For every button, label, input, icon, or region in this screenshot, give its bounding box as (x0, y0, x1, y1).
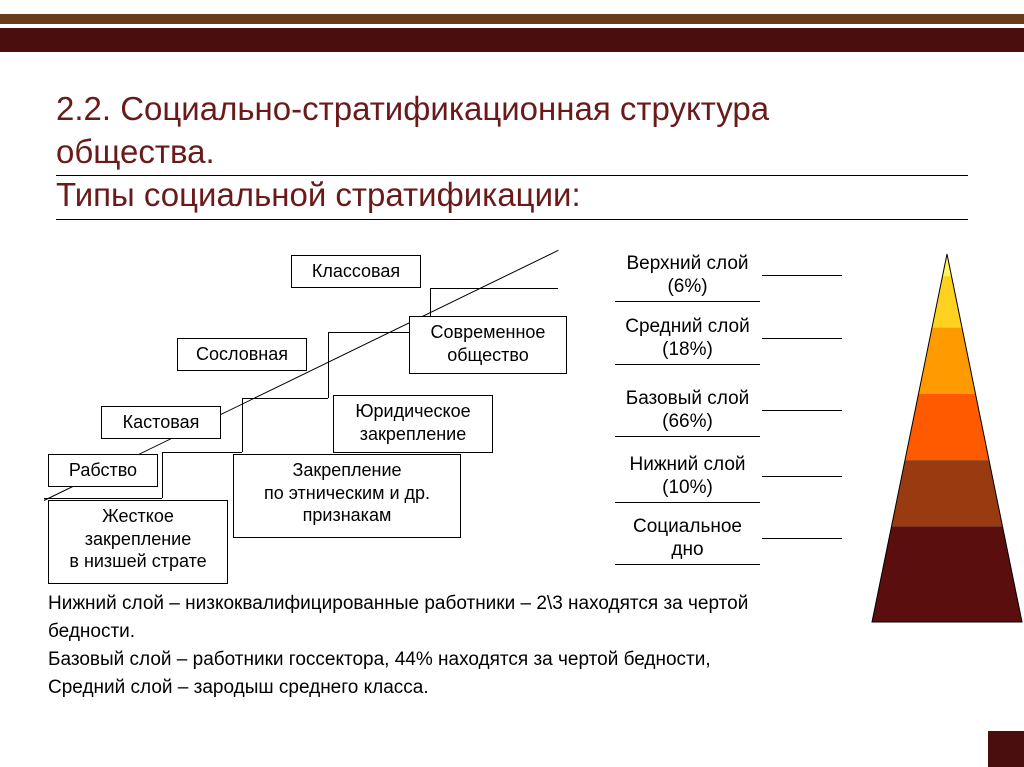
box-ethnic-line: Закрепление (244, 459, 450, 482)
slide-title: 2.2. Социально-стратификационная структу… (56, 88, 968, 217)
box-legal-line: закрепление (344, 423, 482, 446)
pyramid-label-pct: (66%) (615, 411, 760, 434)
pyramid-tick (762, 275, 842, 276)
box-legal: Юридическоезакрепление (333, 395, 493, 453)
step-edge (430, 288, 558, 289)
pyramid-slice (932, 276, 962, 328)
box-ethnic-line: по этническим и др. (244, 482, 450, 505)
top-band-maroon (0, 28, 1024, 52)
step-edge (162, 452, 242, 453)
footnote-1: Нижний слой – низкоквалифицированные раб… (48, 590, 748, 618)
pyramid-tick (762, 538, 842, 539)
pyramid-label-text: Средний слой (615, 316, 760, 339)
pyramid-label-0: Верхний слой(6%) (615, 253, 760, 299)
pyramid-slice (905, 394, 989, 460)
pyramid-label-underline (615, 436, 760, 437)
pyramid-label-1: Средний слой(18%) (615, 316, 760, 362)
box-rigid-line: в низшей страте (59, 550, 217, 573)
step-edge (162, 452, 163, 498)
pyramid-label-text: Верхний слой (615, 253, 760, 276)
pyramid-tick (762, 476, 842, 477)
pyramid-slice (872, 526, 1022, 622)
box-legal-line: Юридическое (344, 400, 482, 423)
pyramid-label-3: Нижний слой(10%) (615, 454, 760, 500)
box-class: Классовая (291, 255, 421, 288)
box-estate: Сословная (177, 338, 307, 371)
step-edge (242, 398, 243, 452)
pyramid-chart (870, 252, 1024, 624)
pyramid-slice (943, 254, 952, 276)
pyramid-label-text: Социальное (615, 516, 760, 539)
box-class-line: Классовая (302, 260, 410, 283)
title-line-1: 2.2. Социально-стратификационная структу… (56, 88, 968, 131)
title-underline-1 (56, 175, 968, 176)
box-rigid: Жесткоезакреплениев низшей страте (48, 500, 228, 584)
pyramid-label-underline (615, 364, 760, 365)
footnote-4: Средний слой – зародыш среднего класса. (48, 674, 429, 702)
box-slavery-line: Рабство (59, 459, 147, 482)
box-modern-line: общество (420, 344, 556, 367)
box-caste: Кастовая (101, 406, 221, 439)
box-rigid-line: закрепление (59, 528, 217, 551)
title-line-2: общества. (56, 131, 968, 174)
box-modern: Современноеобщество (409, 316, 567, 374)
box-ethnic-line: признакам (244, 504, 450, 527)
pyramid-label-underline (615, 301, 760, 302)
pyramid-label-2: Базовый слой(66%) (615, 388, 760, 434)
box-modern-line: Современное (420, 321, 556, 344)
box-slavery: Рабство (48, 454, 158, 487)
pyramid-slice (919, 328, 976, 394)
box-rigid-line: Жесткое (59, 505, 217, 528)
pyramid-label-pct: (6%) (615, 276, 760, 299)
box-estate-line: Сословная (188, 343, 296, 366)
pyramid-label-pct: (10%) (615, 477, 760, 500)
footnote-2: бедности. (48, 618, 135, 646)
corner-decor (988, 731, 1024, 767)
pyramid-slice (892, 460, 1003, 526)
top-band-olive (0, 14, 1024, 24)
box-caste-line: Кастовая (112, 411, 210, 434)
pyramid-label-pct: (18%) (615, 339, 760, 362)
pyramid-tick (762, 410, 842, 411)
pyramid-label-pct: дно (615, 539, 760, 562)
box-ethnic: Закреплениепо этническим и др.признакам (233, 454, 461, 538)
pyramid-tick (762, 338, 842, 339)
pyramid-label-underline (615, 502, 760, 503)
pyramid-label-underline (615, 564, 760, 565)
pyramid-label-text: Базовый слой (615, 388, 760, 411)
step-edge (44, 498, 162, 499)
title-underline-2 (56, 219, 968, 220)
step-edge (328, 332, 329, 398)
pyramid-label-text: Нижний слой (615, 454, 760, 477)
footnote-3: Базовый слой – работники госсектора, 44%… (48, 646, 711, 674)
pyramid-label-4: Социальноедно (615, 516, 760, 562)
title-line-3: Типы социальной стратификации: (56, 174, 968, 217)
